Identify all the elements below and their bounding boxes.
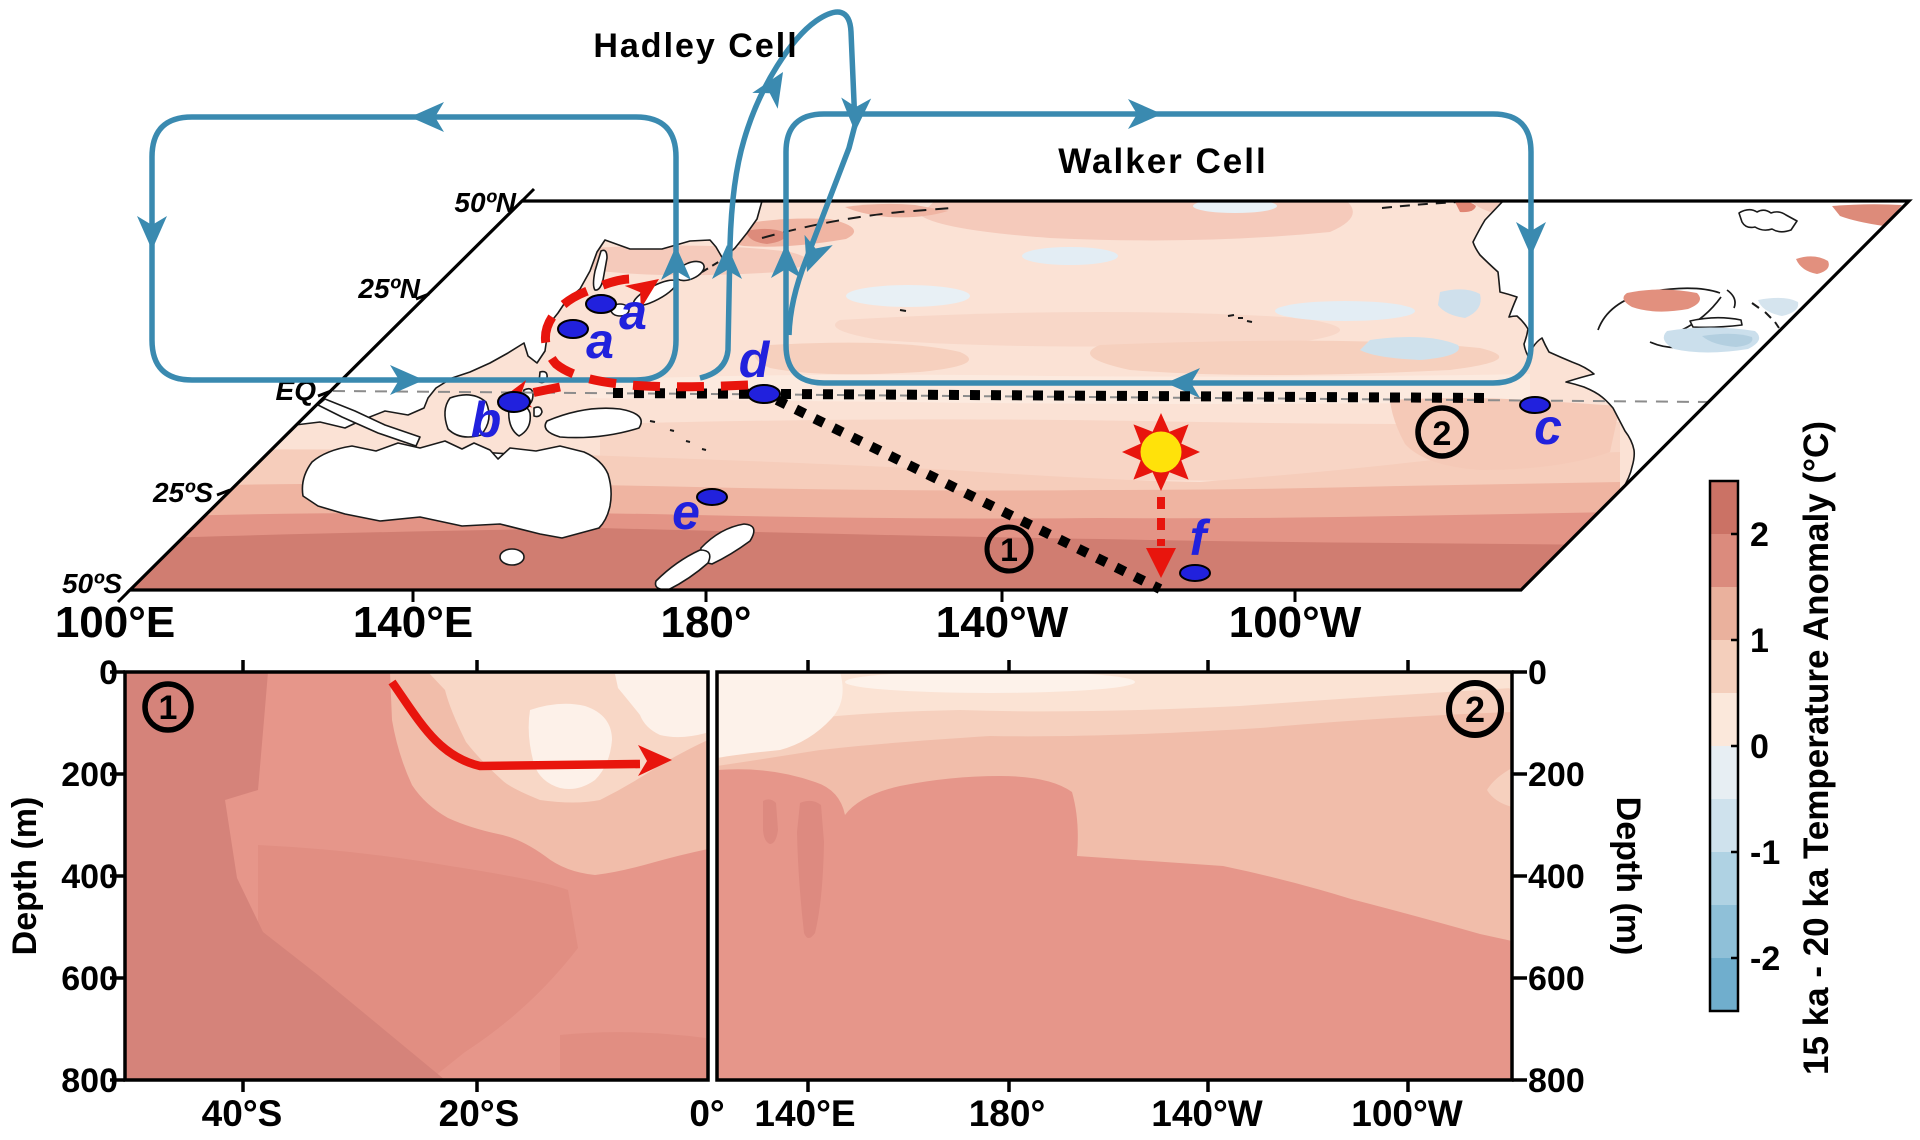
svg-text:200: 200 <box>61 756 118 794</box>
svg-text:600: 600 <box>61 960 118 998</box>
svg-text:Depth (m): Depth (m) <box>1609 797 1647 956</box>
svg-text:100°W: 100°W <box>1351 1093 1463 1134</box>
svg-text:0°: 0° <box>689 1093 724 1134</box>
svg-text:15 ka - 20 ka Temperature Anom: 15 ka - 20 ka Temperature Anomaly (°C) <box>1797 421 1836 1075</box>
svg-text:800: 800 <box>61 1062 118 1100</box>
svg-text:140°W: 140°W <box>1151 1093 1263 1134</box>
svg-text:140°W: 140°W <box>936 598 1069 647</box>
svg-text:e: e <box>672 484 700 540</box>
svg-text:200: 200 <box>1528 756 1585 794</box>
svg-text:a: a <box>619 284 647 340</box>
svg-text:2: 2 <box>1750 516 1769 554</box>
svg-text:1: 1 <box>1000 532 1018 568</box>
svg-text:Walker Cell: Walker Cell <box>1058 142 1267 181</box>
svg-text:Hadley Cell: Hadley Cell <box>593 27 798 65</box>
svg-text:140°E: 140°E <box>754 1093 855 1134</box>
svg-text:0: 0 <box>1750 728 1769 766</box>
svg-text:800: 800 <box>1528 1062 1585 1100</box>
svg-text:50ºS: 50ºS <box>62 568 122 599</box>
svg-text:20°S: 20°S <box>439 1093 520 1134</box>
svg-text:0: 0 <box>1528 654 1547 692</box>
svg-text:-2: -2 <box>1750 940 1780 978</box>
svg-text:600: 600 <box>1528 960 1585 998</box>
svg-text:100°W: 100°W <box>1229 598 1362 647</box>
svg-text:a: a <box>586 313 614 369</box>
svg-text:180°: 180° <box>969 1093 1046 1134</box>
svg-text:d: d <box>739 332 771 388</box>
svg-text:400: 400 <box>61 858 118 896</box>
svg-text:f: f <box>1190 510 1211 566</box>
svg-text:b: b <box>471 392 502 448</box>
svg-text:25ºN: 25ºN <box>357 273 420 304</box>
svg-text:1: 1 <box>1750 622 1769 660</box>
svg-text:140°E: 140°E <box>353 598 473 647</box>
svg-text:180°: 180° <box>660 598 751 647</box>
svg-text:1: 1 <box>159 689 178 727</box>
svg-text:c: c <box>1534 399 1562 455</box>
svg-text:2: 2 <box>1465 689 1485 730</box>
svg-text:25ºS: 25ºS <box>152 477 213 508</box>
svg-text:400: 400 <box>1528 858 1585 896</box>
svg-text:Depth (m): Depth (m) <box>6 797 44 956</box>
svg-text:40°S: 40°S <box>202 1093 283 1134</box>
svg-text:50ºN: 50ºN <box>454 187 516 218</box>
svg-text:100°E: 100°E <box>55 598 175 647</box>
svg-text:0: 0 <box>99 654 118 692</box>
svg-text:-1: -1 <box>1750 834 1780 872</box>
svg-text:2: 2 <box>1433 415 1452 453</box>
